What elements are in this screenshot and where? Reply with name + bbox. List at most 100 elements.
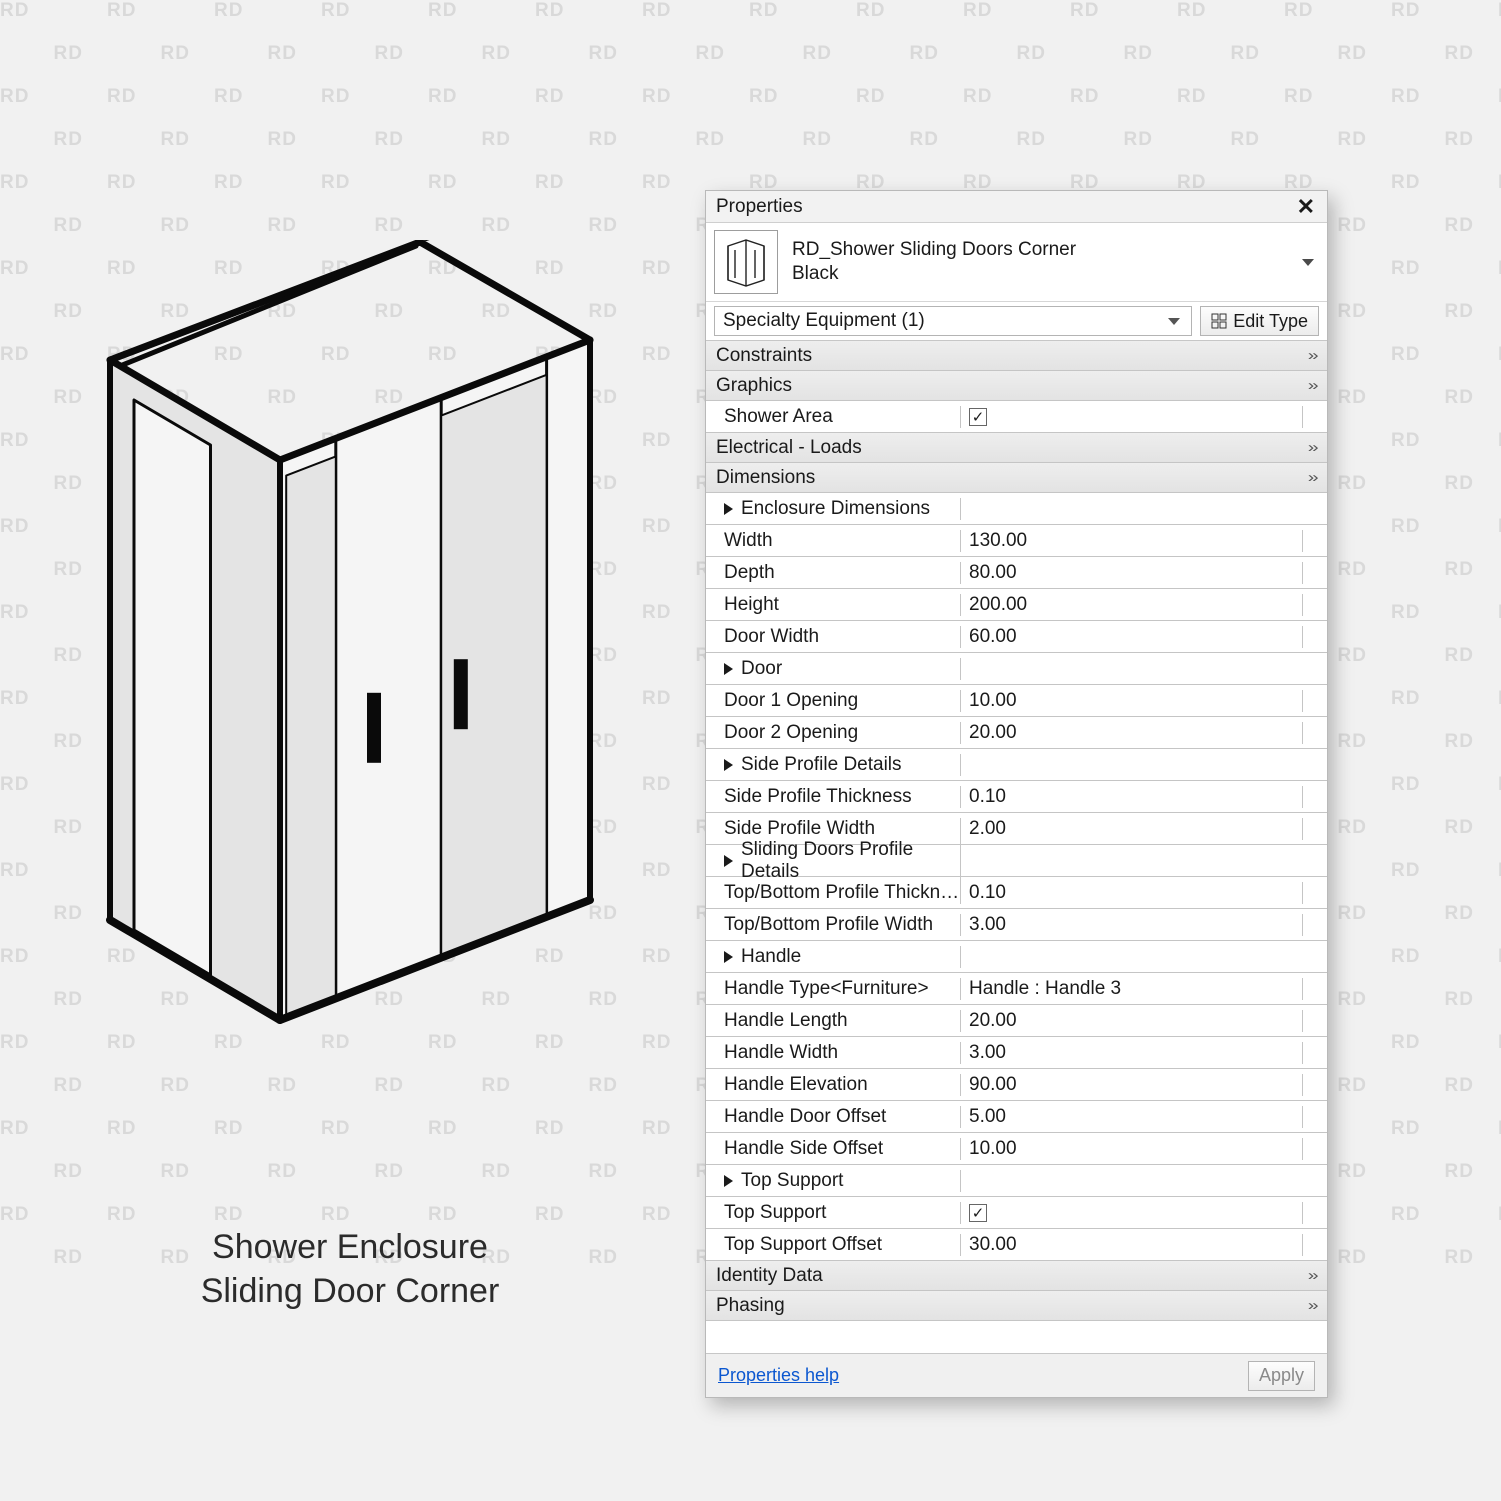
param-row[interactable]: Top/Bottom Profile Thickness0.10 (706, 877, 1327, 909)
triangle-right-icon (724, 1175, 733, 1187)
triangle-right-icon (724, 759, 733, 771)
param-name: Door 1 Opening (706, 690, 961, 712)
triangle-right-icon (724, 855, 733, 867)
close-icon[interactable]: ✕ (1293, 196, 1319, 218)
param-row[interactable]: Top Support Offset30.00 (706, 1229, 1327, 1261)
param-name: Side Profile Thickness (706, 786, 961, 808)
properties-panel: Properties ✕ RD_Shower Sliding Doors Cor… (705, 190, 1328, 1398)
group-name: Door (706, 658, 961, 680)
expand-icon: » (1307, 377, 1318, 394)
param-row[interactable]: Door 1 Opening10.00 (706, 685, 1327, 717)
param-name: Depth (706, 562, 961, 584)
chevron-down-icon (1168, 318, 1180, 325)
param-name: Door 2 Opening (706, 722, 961, 744)
param-row[interactable]: Door Width60.00 (706, 621, 1327, 653)
param-value[interactable]: 30.00 (961, 1234, 1303, 1256)
param-group[interactable]: Side Profile Details (706, 749, 1327, 781)
instance-selector-row: Specialty Equipment (1) Edit Type (706, 302, 1327, 341)
param-name: Top Support (706, 1202, 961, 1224)
param-row[interactable]: Top Support ✓ (706, 1197, 1327, 1229)
param-row[interactable]: Handle Length20.00 (706, 1005, 1327, 1037)
param-row[interactable]: Depth80.00 (706, 557, 1327, 589)
category-header[interactable]: Constraints» (706, 341, 1327, 371)
param-value[interactable]: 3.00 (961, 1042, 1303, 1064)
param-row[interactable]: Height200.00 (706, 589, 1327, 621)
param-row[interactable]: Door 2 Opening20.00 (706, 717, 1327, 749)
triangle-right-icon (724, 951, 733, 963)
param-name: Side Profile Width (706, 818, 961, 840)
apply-button[interactable]: Apply (1248, 1361, 1315, 1391)
param-value[interactable]: 20.00 (961, 1010, 1303, 1032)
param-name: Handle Door Offset (706, 1106, 961, 1128)
instance-selector[interactable]: Specialty Equipment (1) (714, 306, 1192, 336)
group-name: Handle (706, 946, 961, 968)
param-row[interactable]: Shower Area ✓ (706, 401, 1327, 433)
category-header[interactable]: Electrical - Loads» (706, 433, 1327, 463)
param-value[interactable]: ✓ (961, 406, 1303, 428)
param-value[interactable]: 0.10 (961, 786, 1303, 808)
param-value[interactable]: 90.00 (961, 1074, 1303, 1096)
param-name: Width (706, 530, 961, 552)
param-row[interactable]: Side Profile Thickness0.10 (706, 781, 1327, 813)
family-type: Black (792, 262, 1288, 286)
param-value[interactable]: 60.00 (961, 626, 1303, 648)
param-value[interactable]: 20.00 (961, 722, 1303, 744)
param-row[interactable]: Top/Bottom Profile Width3.00 (706, 909, 1327, 941)
group-name: Side Profile Details (706, 754, 961, 776)
param-value[interactable]: 2.00 (961, 818, 1303, 840)
param-group[interactable]: Door (706, 653, 1327, 685)
param-value[interactable]: 200.00 (961, 594, 1303, 616)
param-value[interactable]: ✓ (961, 1202, 1303, 1224)
param-value[interactable]: 80.00 (961, 562, 1303, 584)
param-value[interactable]: 0.10 (961, 882, 1303, 904)
param-row[interactable]: Handle Elevation90.00 (706, 1069, 1327, 1101)
family-thumbnail (714, 230, 778, 294)
param-name: Top Support Offset (706, 1234, 961, 1256)
param-name: Height (706, 594, 961, 616)
param-value[interactable]: 3.00 (961, 914, 1303, 936)
edit-type-label: Edit Type (1233, 311, 1308, 332)
param-name: Door Width (706, 626, 961, 648)
param-row[interactable]: Width130.00 (706, 525, 1327, 557)
group-name: Sliding Doors Profile Details (706, 839, 961, 883)
param-value[interactable]: 130.00 (961, 530, 1303, 552)
edit-type-button[interactable]: Edit Type (1200, 306, 1319, 336)
caption-line1: Shower Enclosure (140, 1225, 560, 1269)
property-grid: Constraints»Graphics» Shower Area ✓ Electri… (706, 341, 1327, 1353)
param-name: Top/Bottom Profile Thickness (706, 882, 961, 904)
checkbox[interactable]: ✓ (969, 408, 987, 426)
family-selector[interactable]: RD_Shower Sliding Doors Corner Black (706, 223, 1327, 302)
param-row[interactable]: Handle Width3.00 (706, 1037, 1327, 1069)
param-value[interactable]: 5.00 (961, 1106, 1303, 1128)
param-value[interactable]: 10.00 (961, 1138, 1303, 1160)
param-name: Handle Elevation (706, 1074, 961, 1096)
properties-help-link[interactable]: Properties help (718, 1365, 839, 1386)
expand-icon: » (1307, 1267, 1318, 1284)
category-header[interactable]: Dimensions» (706, 463, 1327, 493)
param-name: Handle Side Offset (706, 1138, 961, 1160)
triangle-right-icon (724, 503, 733, 515)
param-value[interactable]: Handle : Handle 3 (961, 978, 1303, 1000)
category-header[interactable]: Graphics» (706, 371, 1327, 401)
expand-icon: » (1307, 347, 1318, 364)
param-value[interactable]: 10.00 (961, 690, 1303, 712)
family-name: RD_Shower Sliding Doors Corner (792, 238, 1288, 262)
param-group[interactable]: Enclosure Dimensions (706, 493, 1327, 525)
category-header[interactable]: Identity Data» (706, 1261, 1327, 1291)
param-row[interactable]: Handle Side Offset10.00 (706, 1133, 1327, 1165)
group-name: Enclosure Dimensions (706, 498, 961, 520)
param-name: Shower Area (706, 406, 961, 428)
category-header[interactable]: Phasing» (706, 1291, 1327, 1321)
param-name: Handle Width (706, 1042, 961, 1064)
family-text: RD_Shower Sliding Doors Corner Black (792, 238, 1288, 286)
param-row[interactable]: Handle Door Offset5.00 (706, 1101, 1327, 1133)
caption-line2: Sliding Door Corner (140, 1269, 560, 1313)
expand-icon: » (1307, 1297, 1318, 1314)
param-row[interactable]: Handle Type<Furniture>Handle : Handle 3 (706, 973, 1327, 1005)
expand-icon: » (1307, 439, 1318, 456)
checkbox[interactable]: ✓ (969, 1204, 987, 1222)
expand-icon: » (1307, 469, 1318, 486)
param-group[interactable]: Handle (706, 941, 1327, 973)
param-group[interactable]: Top Support (706, 1165, 1327, 1197)
param-group[interactable]: Sliding Doors Profile Details (706, 845, 1327, 877)
